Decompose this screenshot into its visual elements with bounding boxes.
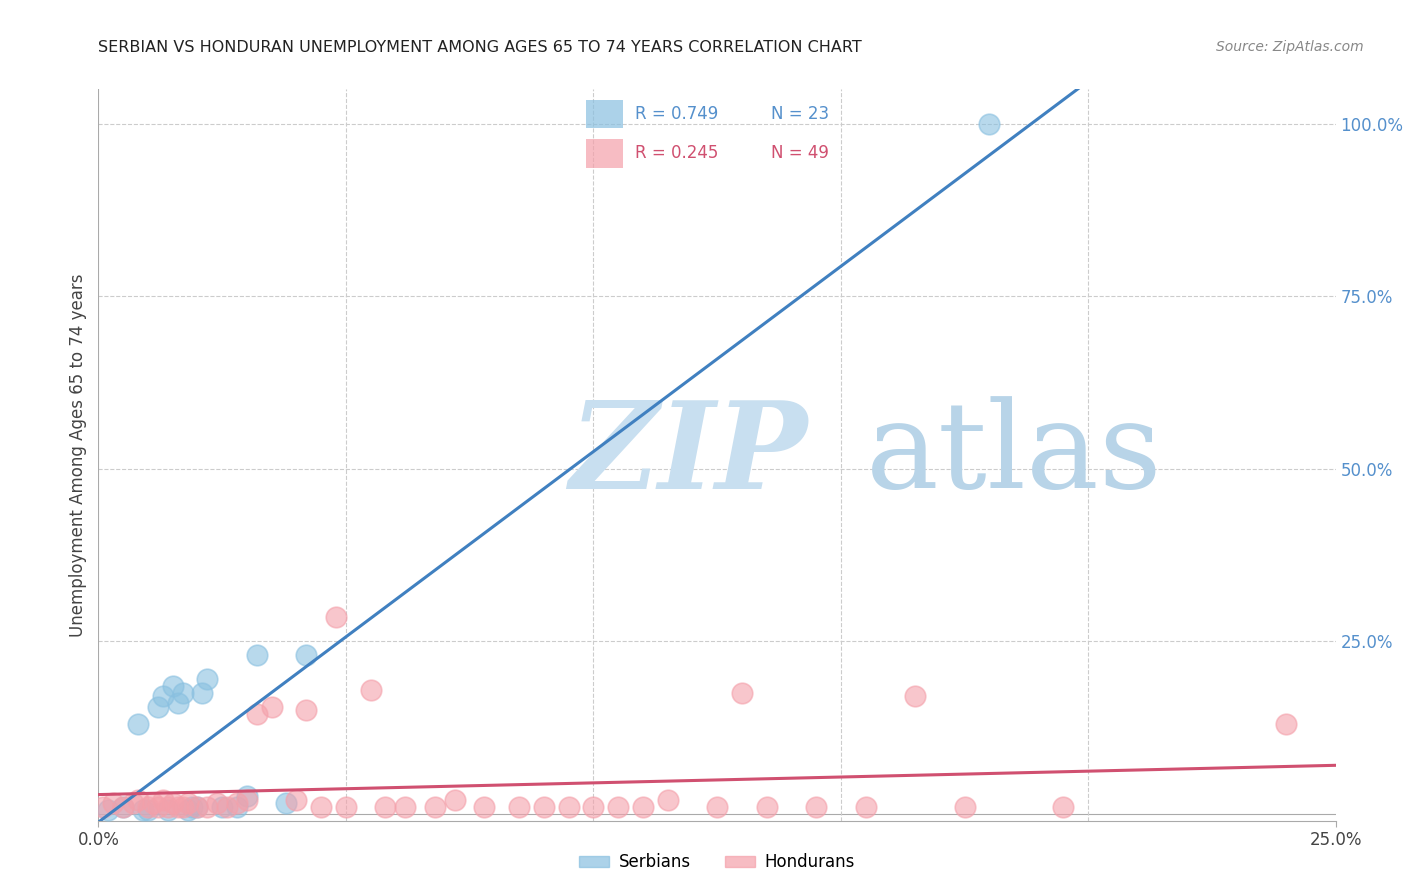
Point — [360, 682, 382, 697]
Point — [607, 800, 630, 814]
Y-axis label: Unemployment Among Ages 65 to 74 years: Unemployment Among Ages 65 to 74 years — [69, 273, 87, 637]
Point — [557, 800, 579, 814]
Point — [166, 696, 188, 710]
Point — [236, 789, 259, 804]
Point — [236, 793, 259, 807]
Point — [508, 800, 530, 814]
Point — [172, 800, 194, 814]
Point — [226, 800, 249, 814]
Legend: Serbians, Hondurans: Serbians, Hondurans — [572, 847, 862, 878]
Point — [423, 800, 446, 814]
Point — [181, 800, 204, 814]
Text: R = 0.245: R = 0.245 — [636, 145, 718, 162]
Point — [953, 800, 976, 814]
Point — [146, 800, 169, 814]
Point — [146, 699, 169, 714]
Point — [217, 800, 239, 814]
Point — [374, 800, 396, 814]
Point — [127, 717, 149, 731]
Point — [97, 803, 120, 817]
Point — [127, 793, 149, 807]
Point — [122, 797, 145, 811]
Text: R = 0.749: R = 0.749 — [636, 105, 718, 123]
Point — [211, 800, 233, 814]
Bar — [586, 139, 623, 168]
Point — [93, 800, 115, 814]
Point — [443, 793, 465, 807]
Point — [755, 800, 778, 814]
Point — [195, 800, 218, 814]
Point — [172, 686, 194, 700]
Text: N = 49: N = 49 — [772, 145, 830, 162]
Point — [205, 797, 228, 811]
Point — [112, 800, 135, 814]
Point — [276, 797, 298, 811]
Point — [631, 800, 654, 814]
Point — [156, 803, 179, 817]
Point — [855, 800, 877, 814]
Point — [260, 699, 283, 714]
Point — [533, 800, 555, 814]
Point — [166, 800, 188, 814]
Text: Source: ZipAtlas.com: Source: ZipAtlas.com — [1216, 40, 1364, 54]
Point — [103, 797, 125, 811]
Point — [176, 803, 198, 817]
Point — [246, 648, 269, 662]
Point — [186, 800, 208, 814]
Point — [295, 648, 318, 662]
Point — [706, 800, 728, 814]
Point — [156, 800, 179, 814]
Point — [285, 793, 308, 807]
Point — [191, 686, 214, 700]
Point — [474, 800, 496, 814]
Text: SERBIAN VS HONDURAN UNEMPLOYMENT AMONG AGES 65 TO 74 YEARS CORRELATION CHART: SERBIAN VS HONDURAN UNEMPLOYMENT AMONG A… — [98, 40, 862, 55]
Point — [394, 800, 416, 814]
Point — [152, 690, 174, 704]
Point — [112, 800, 135, 814]
Point — [226, 797, 249, 811]
Bar — [586, 100, 623, 128]
Point — [186, 800, 208, 814]
Point — [582, 800, 605, 814]
Point — [731, 686, 754, 700]
Point — [904, 690, 927, 704]
Point — [309, 800, 332, 814]
Point — [132, 803, 155, 817]
Point — [136, 803, 159, 817]
Point — [152, 793, 174, 807]
Point — [246, 706, 269, 721]
Point — [142, 797, 165, 811]
Point — [162, 797, 184, 811]
Point — [136, 800, 159, 814]
Text: ZIP: ZIP — [568, 396, 807, 514]
Point — [195, 672, 218, 686]
Text: atlas: atlas — [866, 396, 1163, 514]
Point — [295, 703, 318, 717]
Text: N = 23: N = 23 — [772, 105, 830, 123]
Point — [1275, 717, 1298, 731]
Point — [335, 800, 357, 814]
Point — [804, 800, 827, 814]
Point — [1052, 800, 1074, 814]
Point — [979, 117, 1001, 131]
Point — [162, 679, 184, 693]
Point — [176, 797, 198, 811]
Point — [325, 610, 347, 624]
Point — [657, 793, 679, 807]
